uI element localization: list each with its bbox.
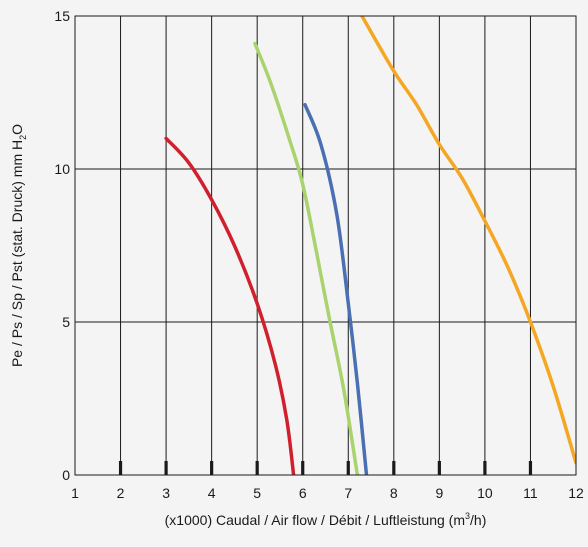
x-tick-label: 10 — [477, 485, 493, 501]
x-axis-title: (x1000) Caudal / Air flow / Débit / Luft… — [165, 511, 487, 528]
x-tick-label: 7 — [344, 485, 352, 501]
y-axis-title: Pe / Ps / Sp / Pst (stat. Druck) mm H2O — [9, 124, 28, 367]
y-tick-label: 5 — [62, 314, 70, 330]
x-tick-label: 9 — [435, 485, 443, 501]
x-tick-label: 12 — [568, 485, 584, 501]
x-tick-label: 8 — [390, 485, 398, 501]
series-line-4 — [360, 16, 576, 465]
grid — [75, 16, 576, 475]
x-tick-label: 3 — [162, 485, 170, 501]
y-tick-label: 10 — [54, 161, 70, 177]
x-tick-label: 6 — [299, 485, 307, 501]
x-tick-label: 5 — [253, 485, 261, 501]
x-axis-markers — [118, 461, 533, 475]
x-tick-label: 1 — [71, 485, 79, 501]
series-lines — [164, 16, 576, 475]
plot-frame — [74, 15, 577, 476]
y-tick-label: 0 — [62, 467, 70, 483]
x-tick-label: 2 — [117, 485, 125, 501]
series-line-3 — [303, 102, 369, 475]
x-tick-labels: 1 2 3 4 5 6 7 8 9 10 11 12 — [71, 485, 584, 501]
series-line-1 — [164, 136, 296, 475]
y-tick-label: 15 — [54, 8, 70, 24]
y-tick-labels: 0 5 10 15 — [54, 8, 70, 483]
x-tick-label: 11 — [523, 485, 538, 501]
series-line-2 — [253, 41, 360, 475]
x-tick-label: 4 — [208, 485, 216, 501]
